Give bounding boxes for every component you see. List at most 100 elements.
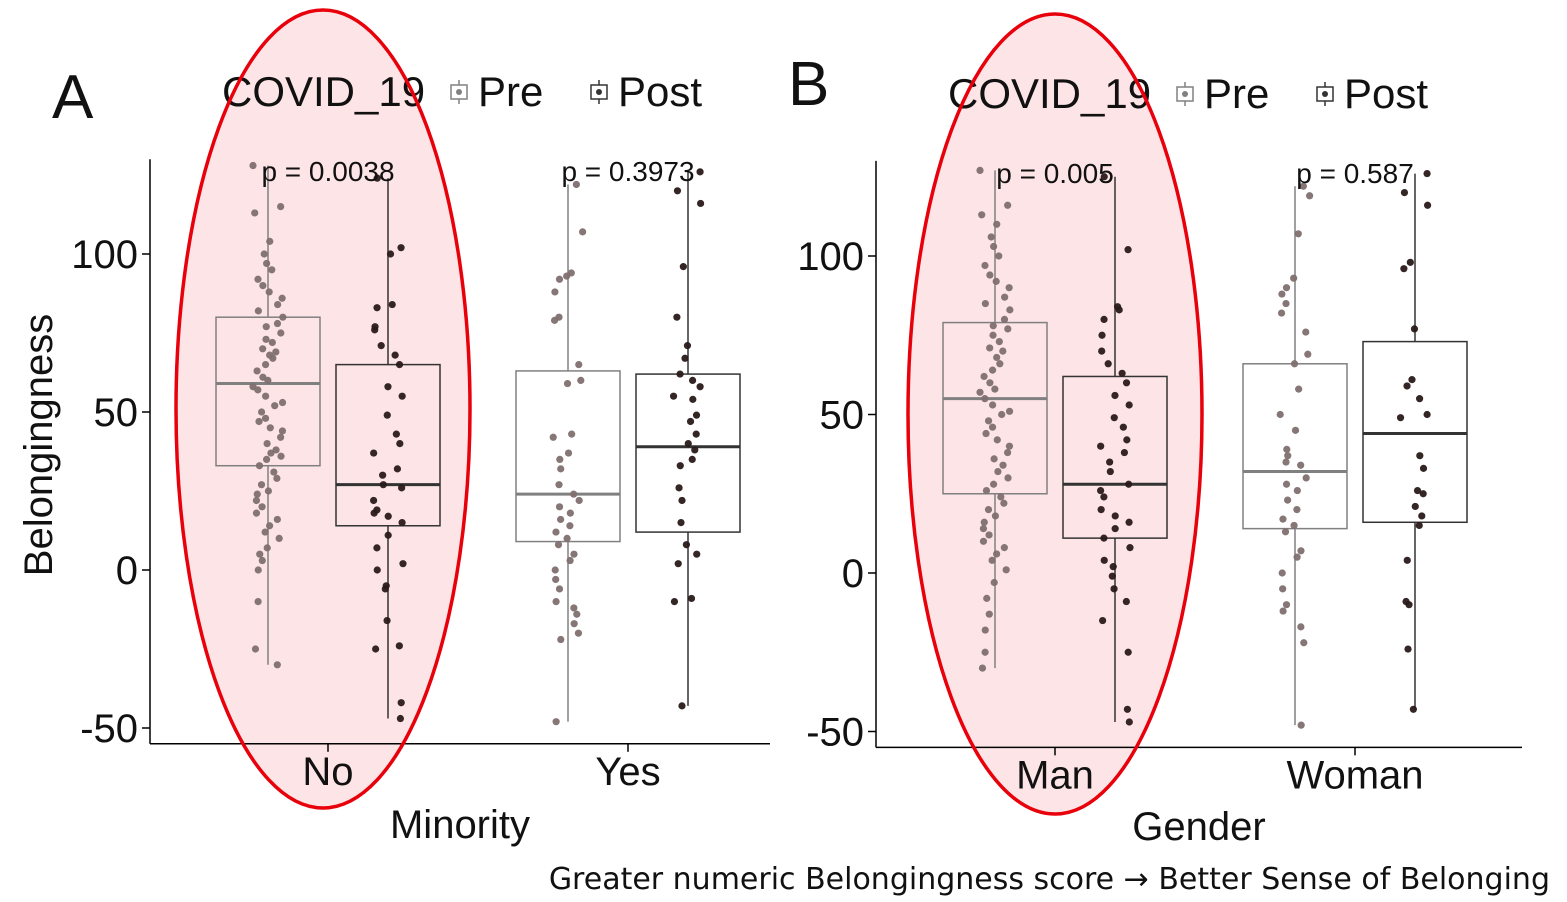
legend-key-point <box>456 89 462 95</box>
data-point <box>277 433 285 441</box>
data-point <box>252 509 261 517</box>
data-point <box>397 244 405 252</box>
data-point <box>1110 585 1118 593</box>
data-point <box>266 424 274 432</box>
data-point <box>1276 410 1284 419</box>
data-point <box>252 496 261 505</box>
data-point <box>570 490 578 498</box>
data-point <box>398 484 406 492</box>
data-point <box>976 388 984 396</box>
data-point <box>985 531 993 539</box>
data-point <box>681 354 689 362</box>
data-point <box>392 430 400 438</box>
data-point <box>1118 369 1126 377</box>
data-point <box>683 342 692 350</box>
data-point <box>557 465 565 473</box>
data-point <box>1098 347 1106 355</box>
data-point <box>1406 258 1414 266</box>
data-point <box>1000 544 1008 552</box>
data-point <box>256 550 264 558</box>
data-point <box>570 620 578 628</box>
data-point <box>379 471 387 479</box>
data-point <box>268 338 276 347</box>
data-point <box>1416 395 1424 403</box>
data-point <box>991 512 1000 520</box>
x-tick-label: No <box>302 750 353 794</box>
data-point <box>988 366 997 374</box>
data-point <box>262 335 270 343</box>
data-point <box>555 275 564 283</box>
data-point <box>384 383 392 391</box>
data-point <box>982 429 990 438</box>
data-point <box>1294 230 1302 238</box>
data-point <box>373 174 381 182</box>
data-point <box>574 629 583 637</box>
data-point <box>996 360 1004 368</box>
chart-panel-a: 100 50 0 -50 No Yes Minority Belongingness A COVI… <box>17 8 770 847</box>
x-tick-label: Woman <box>1286 753 1423 797</box>
data-point <box>254 566 262 574</box>
data-point <box>1306 192 1314 200</box>
data-point <box>1005 442 1014 450</box>
data-point <box>1004 325 1012 333</box>
data-point <box>379 481 387 489</box>
data-point <box>675 484 683 492</box>
x-axis-title: Minority <box>390 803 530 847</box>
data-point <box>1126 544 1134 552</box>
data-point <box>563 534 571 543</box>
data-point <box>263 440 271 448</box>
data-point <box>1302 328 1310 336</box>
data-point <box>384 531 392 539</box>
data-point <box>1099 616 1107 625</box>
legend-label-post: Post <box>1344 70 1428 117</box>
data-point <box>673 313 681 321</box>
data-point <box>1125 718 1133 726</box>
data-point <box>395 361 404 369</box>
box-pre-woman <box>1242 182 1348 729</box>
box-post-man <box>1062 173 1168 726</box>
data-point <box>990 578 998 587</box>
data-point <box>1122 379 1131 387</box>
data-point <box>1000 315 1009 323</box>
data-point <box>1122 597 1130 606</box>
data-point <box>1413 486 1422 495</box>
data-point <box>273 515 281 524</box>
data-point <box>1403 382 1411 390</box>
data-point <box>993 436 1001 444</box>
data-point <box>269 354 277 362</box>
y-tick-label: 50 <box>94 391 139 435</box>
highlight-ellipse-outline <box>174 8 472 810</box>
data-point <box>277 329 285 337</box>
legend-label-pre: Pre <box>1204 70 1269 117</box>
data-point <box>1293 553 1301 561</box>
data-point <box>550 316 559 324</box>
data-point <box>372 645 380 653</box>
data-point <box>274 300 282 309</box>
data-point <box>986 379 994 387</box>
data-point <box>1404 645 1412 653</box>
data-point <box>577 376 585 384</box>
data-point <box>386 250 395 258</box>
box-iqr <box>1062 375 1168 539</box>
data-point <box>396 714 405 723</box>
data-point <box>563 379 572 388</box>
data-point <box>981 261 989 270</box>
data-point <box>272 348 280 356</box>
data-point <box>1293 506 1301 514</box>
data-point <box>978 211 986 219</box>
legend-key-post <box>1316 82 1334 106</box>
data-point <box>1284 496 1292 504</box>
legend-label-post: Post <box>618 68 702 115</box>
data-point <box>572 180 580 189</box>
data-point <box>684 440 692 448</box>
data-point <box>271 402 279 410</box>
data-point <box>687 594 696 603</box>
data-point <box>994 467 1002 476</box>
data-point <box>377 342 385 350</box>
legend-key-pre <box>450 80 468 104</box>
data-point <box>1297 461 1305 469</box>
data-point <box>1423 201 1432 209</box>
data-point <box>993 550 1001 558</box>
y-tick-label: 100 <box>797 235 864 279</box>
data-point <box>384 512 392 520</box>
